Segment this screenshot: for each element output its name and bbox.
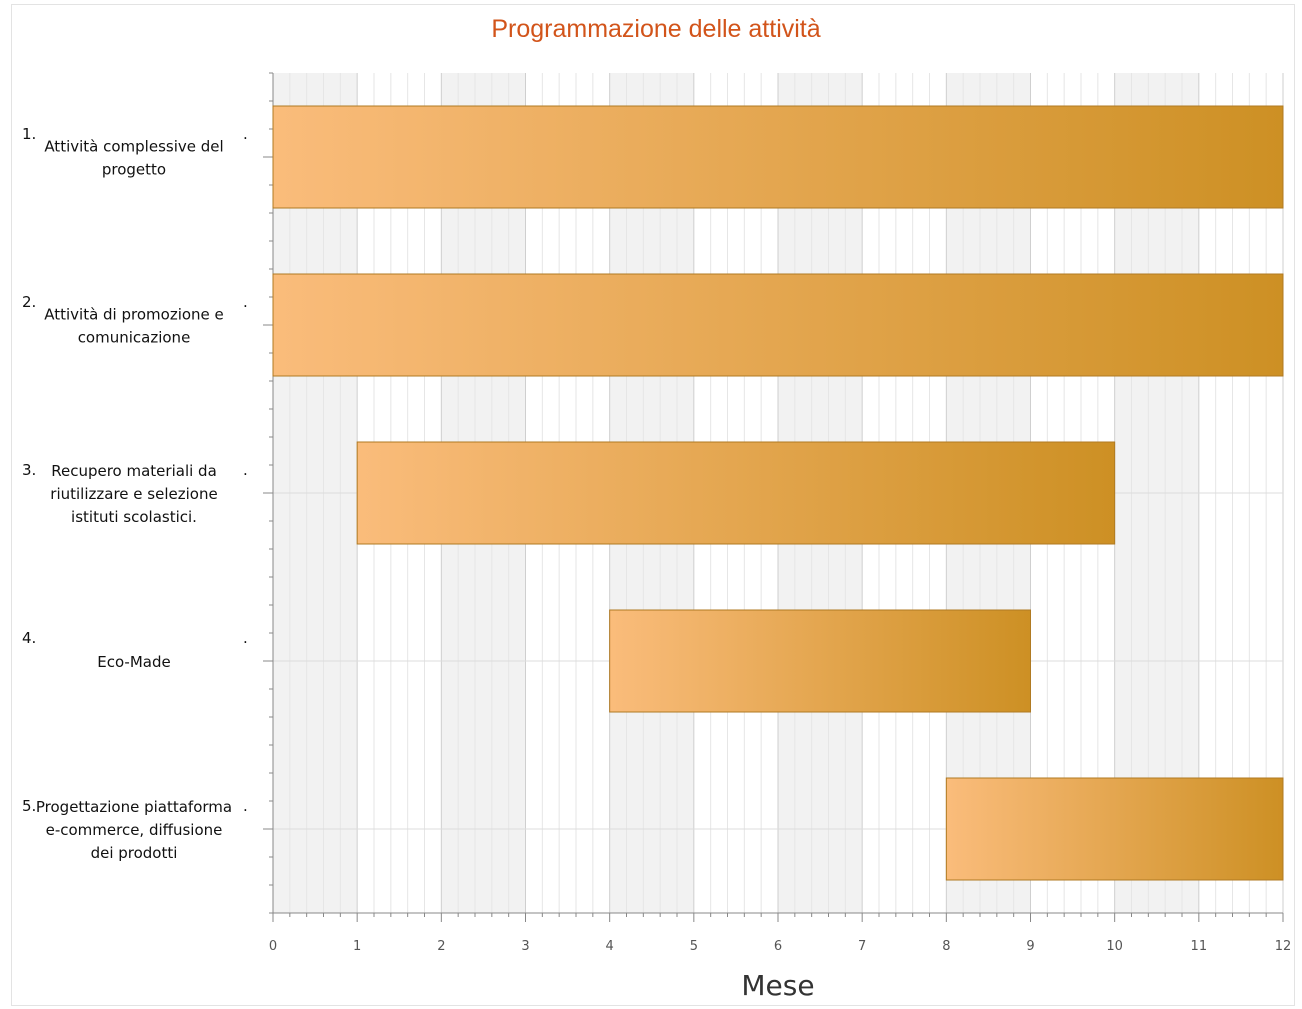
task-label-dot: . — [243, 125, 248, 143]
x-tick-label: 7 — [858, 939, 866, 954]
task-label-dot: . — [243, 797, 248, 815]
x-tick-label: 6 — [774, 939, 782, 954]
x-tick-label: 11 — [1191, 939, 1208, 954]
x-tick-label: 8 — [942, 939, 950, 954]
task-label: Attività complessive del — [44, 138, 223, 156]
task-label: istituti scolastici. — [71, 508, 197, 526]
task-label: dei prodotti — [91, 844, 178, 862]
x-tick-label: 2 — [437, 939, 445, 954]
task-bar — [272, 273, 1284, 377]
x-tick-label: 3 — [521, 939, 529, 954]
x-tick-label: 9 — [1026, 939, 1034, 954]
task-label: Eco-Made — [97, 653, 170, 671]
plot-area: 0 1 2 3 4 5 6 7 8 9 10 11 121. .Attività complessive … — [22, 72, 1292, 954]
x-tick-label: 0 — [269, 939, 277, 954]
task-label-dot: . — [243, 461, 248, 479]
task-bar — [609, 609, 1032, 713]
task-label: Progettazione piattaforma — [36, 798, 232, 816]
task-number: 2. — [22, 293, 36, 311]
x-tick-label: 4 — [606, 939, 614, 954]
task-label: e-commerce, diffusione — [46, 821, 223, 839]
task-label: Recupero materiali da — [51, 462, 217, 480]
task-label: riutilizzare e selezione — [50, 485, 217, 503]
task-bar — [356, 441, 1116, 545]
chart-title: Programmazione delle attività — [491, 15, 820, 43]
task-label: comunicazione — [78, 329, 191, 347]
x-tick-label: 1 — [353, 939, 361, 954]
task-number: 3. — [22, 461, 36, 479]
task-label-dot: . — [243, 293, 248, 311]
x-tick-label: 10 — [1106, 939, 1123, 954]
task-number: 5. — [22, 797, 36, 815]
task-label: Attività di promozione e — [44, 306, 224, 324]
task-bar — [272, 105, 1284, 209]
task-number: 4. — [22, 629, 36, 647]
task-label-dot: . — [243, 629, 248, 647]
task-number: 1. — [22, 125, 36, 143]
x-axis-label: Mese — [741, 969, 814, 1002]
task-label: progetto — [102, 161, 166, 179]
x-tick-label: 5 — [690, 939, 698, 954]
x-tick-label: 12 — [1275, 939, 1292, 954]
task-bar — [945, 777, 1284, 881]
